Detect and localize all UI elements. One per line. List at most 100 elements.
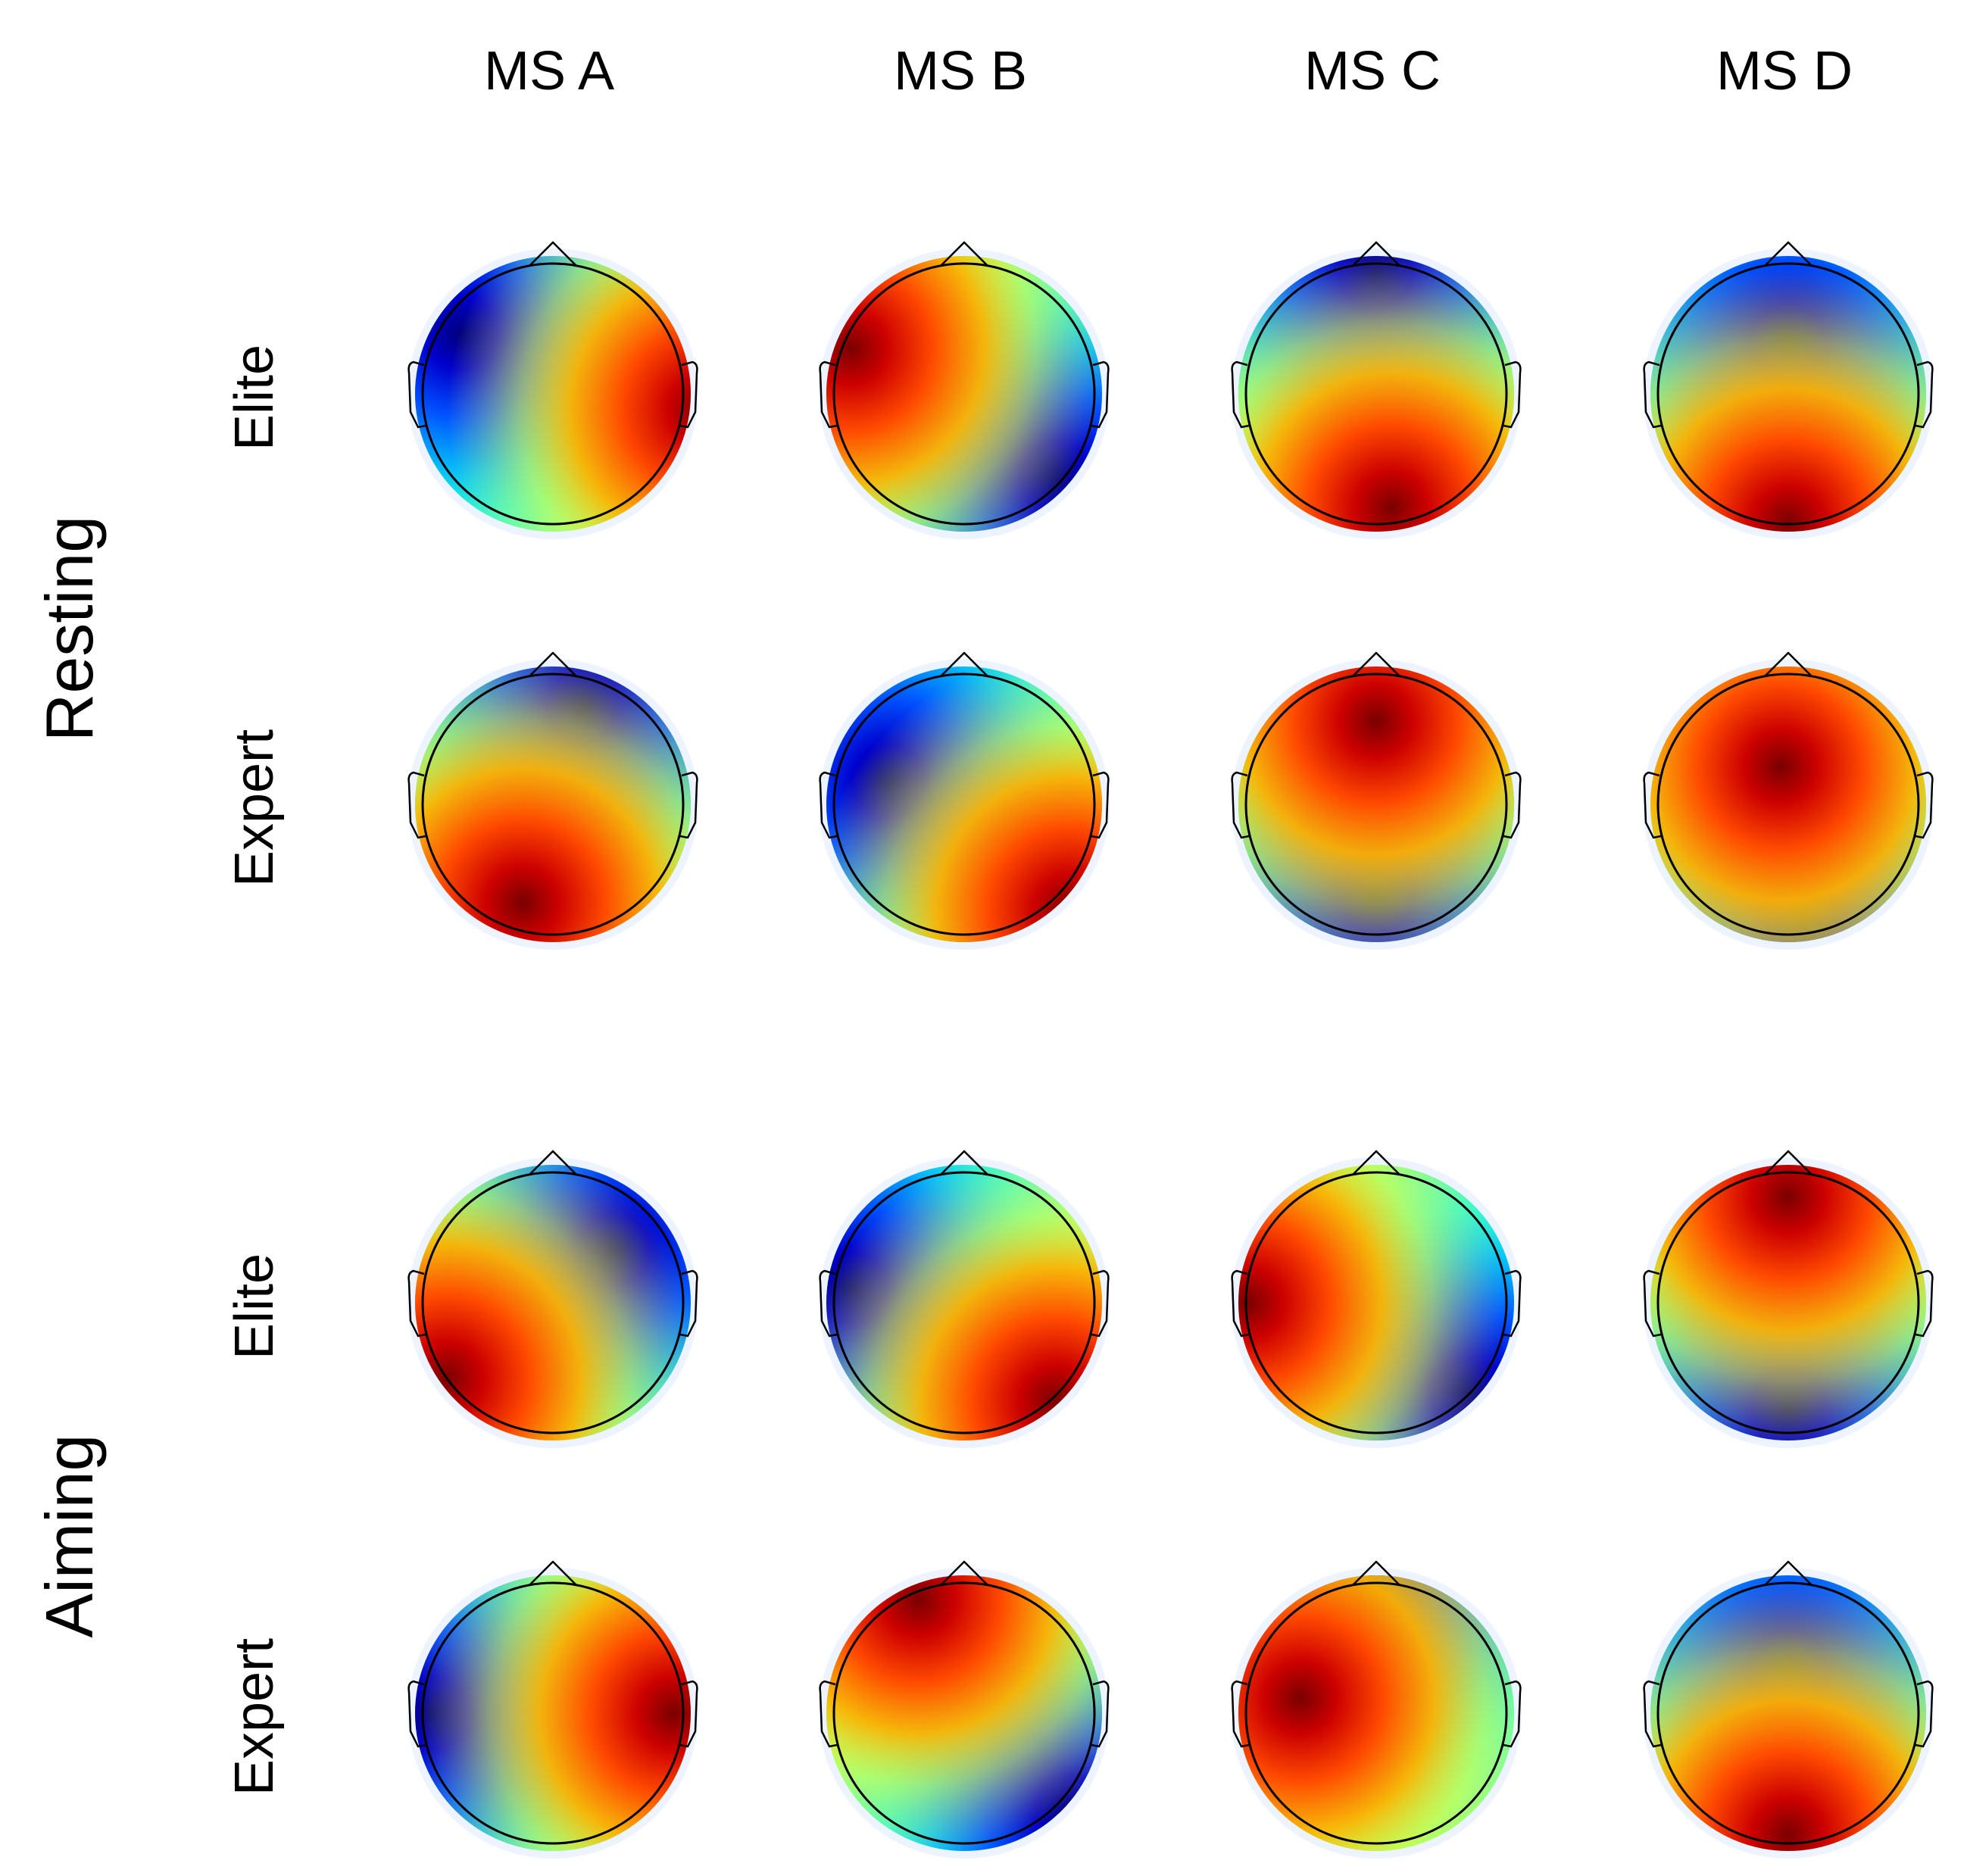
nose-outline: [941, 1150, 988, 1175]
topomap-aiming-expert-ms-d: [1643, 1560, 1934, 1859]
left-ear-outline: [1231, 361, 1250, 429]
left-ear-outline: [819, 1680, 838, 1748]
head-outline: [421, 1171, 685, 1434]
column-title-ms-d: MS D: [1716, 41, 1853, 101]
right-ear-outline: [1091, 771, 1110, 839]
left-ear-outline: [407, 361, 426, 429]
right-ear-outline: [1915, 361, 1934, 429]
left-ear-outline: [407, 1680, 426, 1748]
right-ear-outline: [679, 771, 698, 839]
head-outline: [832, 262, 1096, 526]
nose-outline: [529, 1560, 576, 1585]
topomap-resting-expert-ms-c: [1231, 651, 1522, 950]
column-title-ms-c: MS C: [1304, 41, 1441, 101]
topomap-aiming-elite-ms-c: [1231, 1150, 1522, 1448]
head-outline: [1656, 673, 1920, 936]
column-title-ms-a: MS A: [484, 41, 614, 101]
right-ear-outline: [1091, 361, 1110, 429]
head-outline: [1656, 1581, 1920, 1845]
potential-field: [826, 666, 1102, 942]
potential-field: [826, 1165, 1102, 1441]
nose-outline: [529, 241, 576, 266]
head-outline: [1244, 673, 1508, 936]
head-outline: [1244, 262, 1508, 526]
nose-outline: [1353, 651, 1400, 676]
condition-label-resting: Resting: [32, 516, 107, 741]
topomap-resting-elite-ms-a: [407, 241, 698, 539]
potential-field: [1238, 1165, 1514, 1441]
left-ear-outline: [1643, 361, 1662, 429]
left-ear-outline: [1643, 1269, 1662, 1338]
right-ear-outline: [679, 1269, 698, 1338]
left-ear-outline: [819, 361, 838, 429]
topomap-aiming-expert-ms-c: [1231, 1560, 1522, 1859]
left-ear-outline: [819, 771, 838, 839]
potential-field: [1238, 1575, 1514, 1851]
row-label-aiming-expert: Expert: [224, 1638, 285, 1796]
row-label-aiming-elite: Elite: [224, 1253, 285, 1359]
left-ear-outline: [1231, 1269, 1250, 1338]
right-ear-outline: [1503, 1680, 1522, 1748]
nose-outline: [1765, 241, 1812, 266]
head-outline: [1244, 1171, 1508, 1434]
nose-outline: [941, 1560, 988, 1585]
head-outline: [421, 673, 685, 936]
topomap-aiming-expert-ms-a: [407, 1560, 698, 1859]
topomap-aiming-expert-ms-b: [819, 1560, 1110, 1859]
potential-field: [1650, 256, 1926, 532]
topomap-resting-expert-ms-a: [407, 651, 698, 950]
right-ear-outline: [1503, 771, 1522, 839]
nose-outline: [529, 651, 576, 676]
topomap-grid: [407, 241, 1934, 1859]
topomap-aiming-elite-ms-b: [819, 1150, 1110, 1448]
column-title-ms-b: MS B: [894, 41, 1027, 101]
potential-field: [1238, 666, 1514, 942]
nose-outline: [1765, 651, 1812, 676]
right-ear-outline: [1091, 1269, 1110, 1338]
left-ear-outline: [1231, 1680, 1250, 1748]
potential-field: [826, 256, 1102, 532]
row-label-resting-expert: Expert: [224, 729, 285, 887]
topomap-resting-elite-ms-d: [1643, 241, 1934, 539]
nose-outline: [529, 1150, 576, 1175]
head-outline: [421, 262, 685, 526]
potential-field: [1650, 1165, 1926, 1441]
nose-outline: [1765, 1560, 1812, 1585]
topomap-aiming-elite-ms-a: [407, 1150, 698, 1448]
potential-field: [826, 1575, 1102, 1851]
topomap-aiming-elite-ms-d: [1643, 1150, 1934, 1448]
topomap-resting-elite-ms-b: [819, 241, 1110, 539]
potential-field: [1650, 1575, 1926, 1851]
potential-field: [1238, 256, 1514, 532]
right-ear-outline: [1915, 1269, 1934, 1338]
left-ear-outline: [819, 1269, 838, 1338]
nose-outline: [941, 241, 988, 266]
right-ear-outline: [679, 1680, 698, 1748]
potential-field: [1650, 666, 1926, 942]
right-ear-outline: [1915, 1680, 1934, 1748]
left-ear-outline: [1643, 1680, 1662, 1748]
right-ear-outline: [1503, 361, 1522, 429]
row-label-resting-elite: Elite: [224, 345, 285, 451]
right-ear-outline: [679, 361, 698, 429]
nose-outline: [1353, 1150, 1400, 1175]
right-ear-outline: [1915, 771, 1934, 839]
head-outline: [1656, 1171, 1920, 1434]
right-ear-outline: [1503, 1269, 1522, 1338]
right-ear-outline: [1091, 1680, 1110, 1748]
nose-outline: [1353, 241, 1400, 266]
nose-outline: [1765, 1150, 1812, 1175]
potential-field: [415, 666, 691, 942]
nose-outline: [941, 651, 988, 676]
head-outline: [832, 1171, 1096, 1434]
head-outline: [832, 1581, 1096, 1845]
left-ear-outline: [407, 771, 426, 839]
potential-field: [415, 1575, 691, 1851]
condition-label-aiming: Aiming: [32, 1434, 107, 1638]
topomap-resting-expert-ms-b: [819, 651, 1110, 950]
left-ear-outline: [407, 1269, 426, 1338]
potential-field: [415, 256, 691, 532]
head-outline: [832, 673, 1096, 936]
head-outline: [1244, 1581, 1508, 1845]
